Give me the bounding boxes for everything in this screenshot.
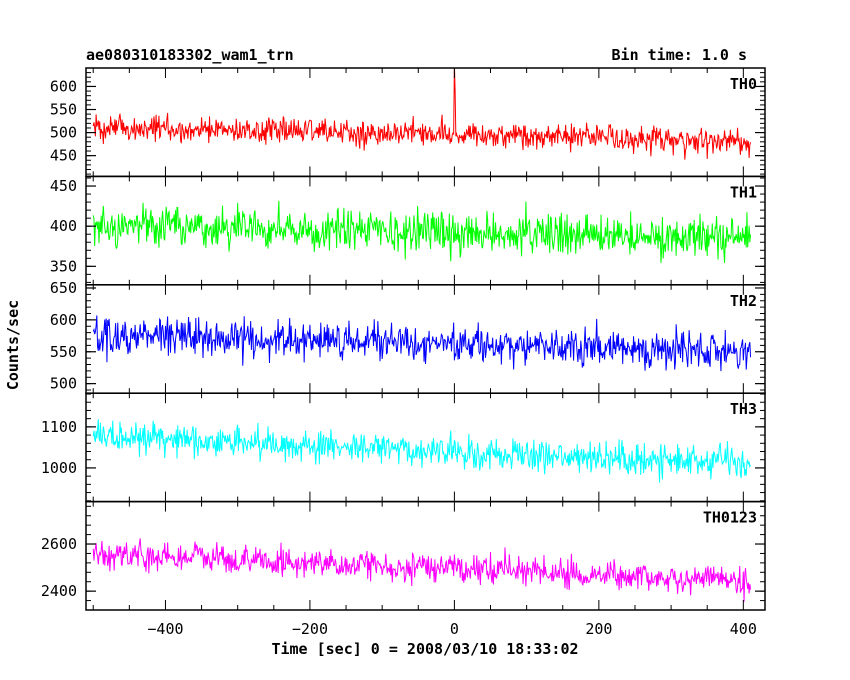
panel-th3: 1000 1100 TH3 (41, 392, 766, 503)
y-tick-label: 600 (50, 77, 77, 95)
panel-th0123: 2400 2600 TH0123 (41, 500, 766, 611)
panel-th0: 450 500 550 600 TH0 (50, 67, 766, 178)
series-line-th3 (92, 419, 752, 483)
panel-label-th0: TH0 (730, 75, 757, 93)
x-tick-label: 0 (450, 620, 459, 638)
y-tick-label: 600 (50, 311, 77, 329)
bin-time-label: Bin time: 1.0 s (612, 46, 747, 64)
y-tick-label: 500 (50, 375, 77, 393)
y-tick-label: 450 (50, 147, 77, 165)
y-tick-label: 2600 (41, 535, 77, 553)
panel-frame (85, 284, 766, 394)
panel-label-th3: TH3 (730, 400, 757, 418)
panel-th2: 500 550 600 650 TH2 (50, 279, 766, 394)
series-line-th1 (92, 200, 752, 264)
panel-label-th1: TH1 (730, 183, 757, 201)
panel-frame (85, 67, 766, 178)
y-tick-label: 1100 (41, 418, 77, 436)
y-tick-label: 350 (50, 257, 77, 275)
y-tick-label: 650 (50, 279, 77, 297)
panel-frame (85, 500, 766, 611)
y-tick-label: 550 (50, 343, 77, 361)
x-tick-label: −200 (292, 620, 328, 638)
panel-label-th0123: TH0123 (703, 509, 757, 527)
y-tick-label: 2400 (41, 582, 77, 600)
panel-th1: 350 400 450 TH1 (50, 175, 766, 286)
panel-frame (85, 392, 766, 503)
panels-group: 450 500 550 600 TH0 350 400 450 TH1 500 550 600 650 T… (41, 67, 766, 638)
panel-label-th2: TH2 (730, 292, 757, 310)
series-line-th2 (92, 315, 752, 372)
x-tick-label: 200 (585, 620, 612, 638)
series-line-th0123 (92, 538, 752, 602)
y-tick-label: 500 (50, 124, 77, 142)
y-tick-label: 550 (50, 101, 77, 119)
y-axis-label: Counts/sec (4, 300, 22, 390)
y-tick-label: 400 (50, 217, 77, 235)
x-tick-label: 400 (730, 620, 757, 638)
y-tick-label: 450 (50, 177, 77, 195)
y-tick-label: 1000 (41, 459, 77, 477)
x-axis-label: Time [sec] 0 = 2008/03/10 18:33:02 (271, 640, 578, 658)
x-tick-label: −400 (147, 620, 183, 638)
figure-title: ae080310183302_wam1_trn (86, 46, 294, 64)
series-line-th0 (92, 68, 752, 160)
